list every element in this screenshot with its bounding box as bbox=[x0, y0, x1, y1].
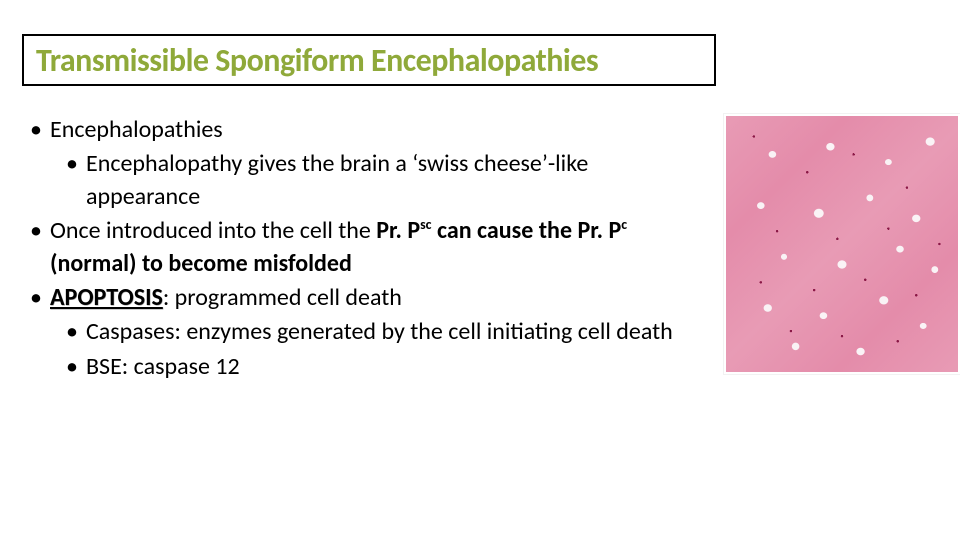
title-box: Transmissible Spongiform Encephalopathie… bbox=[22, 34, 716, 86]
bullet-prp-misfold: Once introduced into the cell the Pr. Ps… bbox=[22, 215, 702, 280]
prp-base: Pr. P bbox=[376, 216, 420, 245]
bullet-text-pre: Once introduced into the cell the bbox=[50, 216, 376, 245]
bullet-caspases: Caspases: enzymes generated by the cell … bbox=[22, 316, 702, 348]
slide-title: Transmissible Spongiform Encephalopathie… bbox=[36, 41, 598, 80]
bullet-text: Encephalopathies bbox=[50, 115, 223, 144]
content-area: Encephalopathies Encephalopathy gives th… bbox=[22, 114, 702, 385]
prp-base2: Pr. P bbox=[577, 216, 621, 245]
bullet-text-post: (normal) to become misfolded bbox=[50, 249, 352, 278]
bullet-text: Caspases: enzymes generated by the cell … bbox=[86, 317, 673, 346]
prp-sc-superscript: sc bbox=[420, 216, 431, 233]
bullet-bse-caspase12: BSE: caspase 12 bbox=[22, 351, 702, 383]
apoptosis-label: APOPTOSIS bbox=[50, 283, 163, 312]
bullet-text-mid: can cause the bbox=[432, 216, 578, 245]
histology-image bbox=[724, 114, 960, 374]
bullet-text: BSE: caspase 12 bbox=[86, 352, 240, 381]
bullet-encephalopathies: Encephalopathies bbox=[22, 114, 702, 146]
bullet-swiss-cheese: Encephalopathy gives the brain a ‘swiss … bbox=[22, 148, 702, 213]
apoptosis-rest: : programmed cell death bbox=[163, 283, 402, 312]
bullet-text: Encephalopathy gives the brain a ‘swiss … bbox=[86, 149, 588, 210]
bullet-apoptosis: APOPTOSIS: programmed cell death bbox=[22, 282, 702, 314]
prp-c-superscript: c bbox=[621, 216, 627, 233]
